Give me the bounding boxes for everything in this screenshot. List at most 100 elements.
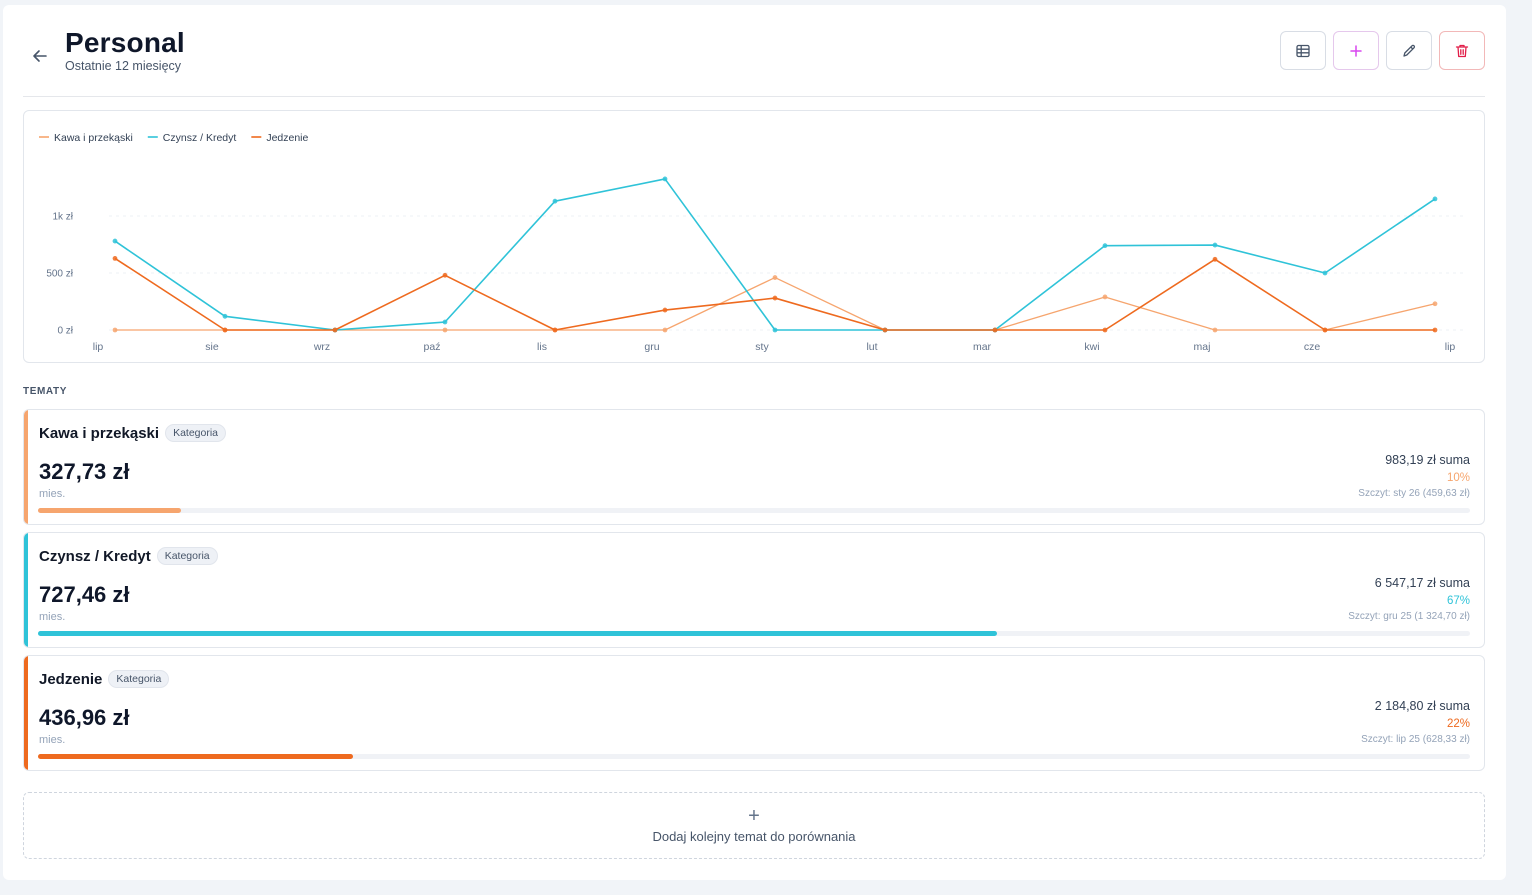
data-point bbox=[882, 327, 888, 333]
topic-period-label: mies. bbox=[39, 488, 66, 500]
topic-progress-track bbox=[38, 754, 1470, 759]
data-point bbox=[1212, 256, 1218, 262]
data-point bbox=[1102, 294, 1108, 300]
x-tick-label: gru bbox=[644, 341, 659, 353]
add-topic-button[interactable]: + Dodaj kolejny temat do porównania bbox=[23, 792, 1485, 859]
data-point bbox=[772, 275, 778, 280]
series-line bbox=[114, 178, 1436, 331]
data-point bbox=[1212, 327, 1218, 333]
series-line bbox=[115, 276, 1436, 331]
topic-monthly-amount: 436,96 zł bbox=[39, 705, 130, 730]
data-point bbox=[1212, 242, 1218, 248]
line-chart: 0 zł 500 zł 1k zł lip sie wrz paź lis gru sty lut m… bbox=[23, 110, 1485, 363]
data-point bbox=[1102, 243, 1108, 249]
topic-sum: 983,19 zł suma bbox=[1385, 453, 1470, 467]
topic-percent: 22% bbox=[1446, 718, 1470, 730]
data-point bbox=[1102, 327, 1108, 333]
data-point bbox=[1432, 301, 1438, 307]
section-label: TEMATY bbox=[23, 386, 67, 397]
topic-peak: Szczyt: sty 26 (459,63 zł) bbox=[1358, 488, 1470, 499]
x-tick-label: sty bbox=[755, 341, 769, 353]
topic-accent bbox=[24, 656, 28, 770]
data-point bbox=[112, 327, 118, 333]
category-badge: Kategoria bbox=[156, 547, 218, 566]
topic-sum: 6 547,17 zł suma bbox=[1374, 576, 1470, 590]
topic-sum: 2 184,80 zł suma bbox=[1374, 699, 1470, 713]
topic-accent bbox=[24, 410, 28, 524]
pencil-icon bbox=[1403, 44, 1416, 57]
topic-name: Czynsz / Kredyt Kategoria bbox=[39, 547, 218, 566]
topic-progress-fill bbox=[38, 754, 354, 759]
x-tick-label: maj bbox=[1194, 341, 1211, 353]
legend-label: Jedzenie bbox=[266, 132, 308, 144]
topic-name-text: Kawa i przekąski bbox=[39, 425, 160, 442]
y-tick-label: 0 zł bbox=[57, 326, 73, 337]
topic-peak: Szczyt: lip 25 (628,33 zł) bbox=[1361, 734, 1470, 745]
plus-icon bbox=[1350, 44, 1362, 57]
data-point bbox=[112, 256, 118, 261]
header-divider bbox=[23, 96, 1485, 97]
edit-button[interactable] bbox=[1386, 31, 1432, 70]
topic-monthly-amount: 327,73 zł bbox=[39, 459, 130, 484]
topic-period-label: mies. bbox=[39, 611, 66, 623]
data-point bbox=[442, 319, 448, 325]
data-point bbox=[332, 327, 338, 333]
topic-progress-fill bbox=[38, 631, 998, 636]
topic-name: Kawa i przekąski Kategoria bbox=[39, 424, 227, 443]
data-point bbox=[442, 327, 448, 333]
topic-card-jedzenie: Jedzenie Kategoria 436,96 zł mies. 2 184,… bbox=[23, 655, 1485, 771]
add-topic-label: Dodaj kolejny temat do porównania bbox=[652, 829, 856, 844]
data-point bbox=[552, 327, 558, 333]
x-tick-label: mar bbox=[973, 341, 992, 353]
topic-peak: Szczyt: gru 25 (1 324,70 zł) bbox=[1348, 611, 1470, 622]
legend-label: Kawa i przekąski bbox=[54, 132, 133, 144]
data-point bbox=[222, 313, 228, 319]
table-view-button[interactable] bbox=[1280, 31, 1326, 70]
main-card: Personal Ostatnie 12 miesięcy 0 zł 500 zł… bbox=[3, 5, 1506, 880]
topic-monthly-amount: 727,46 zł bbox=[39, 582, 130, 607]
data-point bbox=[222, 327, 228, 333]
topic-card-czynsz: Czynsz / Kredyt Kategoria 727,46 zł mies.… bbox=[23, 532, 1485, 648]
topic-name-text: Czynsz / Kredyt bbox=[39, 548, 151, 565]
data-point bbox=[662, 327, 668, 333]
data-point bbox=[442, 272, 448, 278]
topic-progress-track bbox=[38, 508, 1470, 513]
topic-accent bbox=[24, 533, 28, 647]
data-point bbox=[552, 198, 558, 204]
trash-icon bbox=[1455, 44, 1469, 57]
data-point bbox=[1432, 196, 1438, 202]
data-point bbox=[772, 295, 778, 301]
x-tick-label: lip bbox=[1445, 341, 1456, 353]
topic-name: Jedzenie Kategoria bbox=[39, 670, 170, 689]
topic-progress-track bbox=[38, 631, 1470, 636]
arrow-left-icon bbox=[33, 50, 47, 62]
table-icon bbox=[1296, 44, 1310, 57]
y-tick-label: 500 zł bbox=[46, 269, 73, 280]
delete-button[interactable] bbox=[1439, 31, 1485, 70]
topic-percent: 10% bbox=[1446, 472, 1470, 484]
topic-percent: 67% bbox=[1446, 595, 1470, 607]
back-button[interactable] bbox=[29, 45, 51, 67]
x-tick-label: cze bbox=[1304, 341, 1321, 353]
add-button[interactable] bbox=[1333, 31, 1379, 70]
category-badge: Kategoria bbox=[108, 670, 170, 689]
y-tick-label: 1k zł bbox=[52, 212, 73, 223]
legend-label: Czynsz / Kredyt bbox=[163, 132, 237, 144]
series-line bbox=[114, 257, 1435, 331]
topic-progress-fill bbox=[38, 508, 182, 513]
topic-period-label: mies. bbox=[39, 734, 66, 746]
x-tick-label: lut bbox=[866, 341, 877, 353]
x-tick-label: paź bbox=[424, 341, 441, 353]
data-point bbox=[1322, 270, 1328, 276]
data-point bbox=[662, 176, 668, 182]
page-subtitle: Ostatnie 12 miesięcy bbox=[65, 59, 182, 73]
data-point bbox=[112, 238, 118, 244]
x-tick-label: sie bbox=[205, 341, 219, 353]
data-point bbox=[662, 307, 668, 313]
data-point bbox=[992, 327, 998, 333]
category-badge: Kategoria bbox=[165, 424, 227, 443]
x-tick-label: lis bbox=[537, 341, 547, 353]
data-point bbox=[772, 327, 778, 333]
page-title: Personal bbox=[65, 27, 185, 58]
data-point bbox=[1432, 327, 1438, 333]
